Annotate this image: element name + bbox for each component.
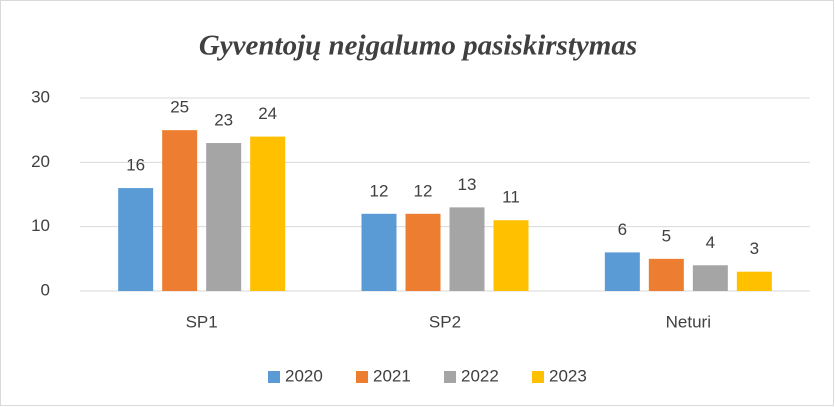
x-tick-label: Neturi (666, 312, 711, 331)
legend-swatch (444, 371, 456, 383)
data-label: 6 (618, 220, 627, 239)
data-label: 4 (706, 233, 715, 252)
data-label: 5 (662, 226, 671, 245)
data-label: 12 (414, 181, 433, 200)
bar (736, 271, 772, 291)
legend-swatch (268, 371, 280, 383)
legend-label: 2020 (285, 366, 323, 385)
x-tick-label: SP1 (186, 312, 218, 331)
y-tick-label: 10 (31, 216, 50, 235)
chart-title: Gyventojų neįgalumo pasiskirstymas (199, 30, 637, 62)
y-tick-label: 30 (31, 87, 50, 106)
bar (206, 143, 242, 291)
bar (449, 207, 485, 291)
legend-swatch (532, 371, 544, 383)
bar (604, 252, 640, 291)
bar (118, 188, 154, 291)
bar (692, 265, 728, 291)
data-label: 23 (214, 111, 233, 130)
bar (648, 258, 684, 291)
bar (361, 213, 397, 291)
data-label: 16 (126, 156, 145, 175)
bar (493, 220, 529, 291)
bar (250, 136, 286, 291)
data-label: 11 (502, 188, 520, 207)
legend-label: 2022 (461, 366, 499, 385)
legend-swatch (356, 371, 368, 383)
data-label: 25 (170, 98, 189, 117)
data-label: 3 (750, 239, 759, 258)
legend-label: 2023 (549, 366, 587, 385)
data-label: 24 (258, 104, 277, 123)
x-tick-label: SP2 (429, 312, 461, 331)
y-tick-label: 20 (31, 152, 50, 171)
y-tick-label: 0 (41, 280, 50, 299)
bar (162, 130, 198, 291)
data-label: 13 (458, 175, 477, 194)
legend-label: 2021 (373, 366, 411, 385)
data-label: 12 (370, 181, 389, 200)
bar (405, 213, 441, 291)
